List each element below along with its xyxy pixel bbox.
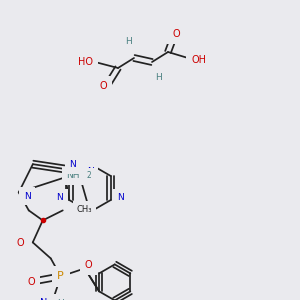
Text: O: O bbox=[85, 260, 93, 270]
Text: 2: 2 bbox=[87, 172, 92, 181]
Text: N: N bbox=[87, 167, 93, 176]
Text: OH: OH bbox=[191, 55, 206, 65]
Text: CH₃: CH₃ bbox=[77, 205, 92, 214]
Text: P: P bbox=[57, 272, 64, 281]
Text: O: O bbox=[28, 278, 36, 287]
Text: H: H bbox=[124, 38, 131, 46]
Text: NH: NH bbox=[67, 172, 80, 181]
Text: H: H bbox=[154, 74, 161, 82]
Text: O: O bbox=[172, 29, 180, 39]
Text: H: H bbox=[57, 299, 64, 300]
Text: N: N bbox=[40, 298, 48, 300]
Text: O: O bbox=[99, 81, 107, 91]
Text: N: N bbox=[117, 194, 124, 202]
Text: HO: HO bbox=[78, 57, 93, 67]
Text: N: N bbox=[69, 160, 76, 169]
Text: O: O bbox=[16, 238, 24, 248]
Text: N: N bbox=[56, 194, 63, 202]
Text: N: N bbox=[24, 192, 31, 201]
